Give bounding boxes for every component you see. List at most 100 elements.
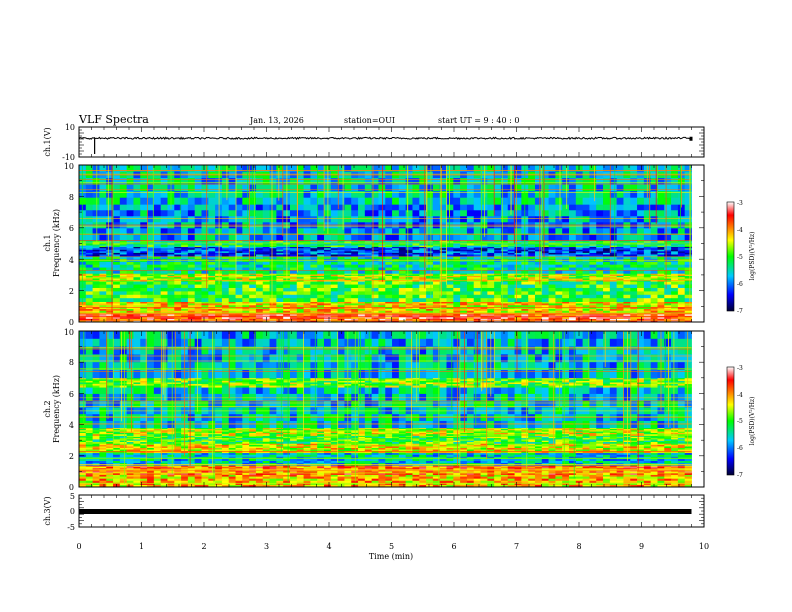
ch1-spectrogram-cell	[147, 241, 155, 243]
ch1-spectrogram-cell	[603, 314, 611, 317]
ch1-spectrogram-cell	[671, 252, 679, 255]
ch1-spectrogram-cell	[569, 277, 577, 279]
ch1-spectrogram-cell	[575, 270, 584, 274]
ch1-spectrogram-cell	[473, 308, 481, 312]
ch1-spectrogram-cell	[460, 241, 468, 243]
ch1-spectrogram-cell	[317, 234, 325, 241]
ch1-spectrogram-cell	[575, 303, 584, 306]
ch1-spectrogram-cell	[344, 204, 352, 211]
ch1-spectrogram-cell	[555, 191, 563, 199]
ch1-spectrogram-cell	[528, 254, 536, 257]
ch1-spectrogram-cell	[630, 241, 638, 243]
ch1-spectrogram-cell	[358, 254, 366, 257]
ch1-spectrogram-cell	[460, 210, 468, 217]
ch1-spectrogram-cell	[405, 298, 413, 302]
ch1-spectrogram-cell	[228, 273, 236, 276]
ch1-spectrogram-cell	[337, 275, 345, 278]
ch1-spectrogram-cell	[310, 318, 318, 321]
ch1-spectrogram-cell	[242, 294, 250, 299]
ch1-spectrogram-cell	[528, 273, 536, 276]
ch1-spectrogram-cell	[507, 216, 515, 223]
ch1-spectrogram-cell	[289, 310, 298, 313]
ch1-spectrogram-cell	[133, 270, 141, 274]
ch1-spectrogram-cell	[596, 277, 604, 279]
ch1-spectrogram-cell	[160, 264, 168, 268]
ch1-spectrogram-cell	[160, 165, 168, 172]
ch1-spectrogram-cell	[85, 243, 94, 245]
ch1-spectrogram-cell	[242, 240, 250, 242]
ch1-spectrogram-cell	[466, 251, 475, 254]
ch1-spectrogram-cell	[453, 287, 461, 292]
ch1-spectrogram-cell	[569, 234, 577, 241]
ch1-spectrogram-cell	[426, 165, 434, 172]
ch1-spectrogram-cell	[657, 251, 665, 254]
ch1-spectrogram-cell	[630, 317, 638, 320]
ch1-spectrogram-cell	[242, 228, 250, 235]
ch1-spectrogram-cell	[603, 249, 611, 252]
ch1-spectrogram-cell	[99, 241, 107, 243]
ch1-spectrogram-cell	[419, 216, 427, 223]
ch1-spectrogram-cell	[616, 191, 624, 199]
ch1-spectrogram-cell	[364, 281, 373, 285]
ch1-spectrogram-cell	[541, 165, 549, 172]
ch1-spectrogram-cell	[521, 287, 529, 292]
ch1-spectrogram-cell	[623, 308, 631, 312]
ch1-spectrogram-cell	[337, 298, 345, 302]
ch1-spectrogram-cell	[514, 274, 522, 277]
ch1-spectrogram-cell	[487, 191, 495, 199]
ch1-spectrogram-cell	[324, 317, 332, 320]
ch1-spectrogram-cell	[235, 222, 243, 229]
ch1-spectrogram-cell	[528, 256, 536, 260]
ch1-spectrogram-cell	[344, 178, 352, 186]
ch1-spectrogram-cell	[317, 278, 325, 281]
ch1-spectrogram-cell	[392, 184, 400, 192]
ch1-spectrogram-cell	[575, 191, 584, 199]
ch1-spectrogram-cell	[167, 305, 175, 308]
ch1-spectrogram-cell	[603, 301, 611, 304]
ch1-spectrogram-cell	[228, 241, 236, 243]
ch1-spectrogram-cell	[419, 197, 427, 205]
ch1-spectrogram-cell	[446, 234, 454, 241]
ch1-spectrogram-cell	[133, 308, 141, 312]
ch1-spectrogram-cell	[187, 267, 196, 271]
ch1-spectrogram-cell	[603, 241, 611, 243]
ch1-spectrogram-cell	[500, 294, 509, 299]
ch1-spectrogram-cell	[596, 244, 604, 246]
ch1-spectrogram-cell	[221, 245, 230, 248]
ch1-spectrogram-cell	[324, 267, 332, 271]
ch1-spectrogram-cell	[528, 294, 536, 299]
ch1-spectrogram-cell	[426, 228, 434, 235]
ch1-spectrogram-cell	[160, 251, 168, 254]
ch1-spectrogram-cell	[106, 305, 114, 308]
ch1-spectrogram-cell	[215, 303, 223, 306]
ch1-spectrogram-cell	[221, 301, 230, 304]
ch1-spectrogram-cell	[398, 256, 407, 260]
ch1-spectrogram-cell	[337, 261, 345, 266]
ch1-spectrogram-cell	[303, 197, 311, 205]
ch1-spectrogram-cell	[453, 254, 461, 257]
ch1-spectrogram-cell	[569, 240, 577, 242]
ch1-spectrogram-cell	[453, 178, 461, 186]
ch1-spectrogram-cell	[113, 275, 121, 278]
ch1-spectrogram-cell	[310, 301, 318, 304]
ch1-spectrogram-cell	[684, 234, 692, 241]
ch1-spectrogram-cell	[371, 264, 379, 268]
ch1-spectrogram-cell	[548, 197, 556, 205]
ch1-spectrogram-cell	[650, 228, 658, 235]
ch1-spectrogram-cell	[106, 284, 114, 289]
ch1-spectrogram-cell	[221, 314, 230, 317]
ch1-spectrogram-cell	[514, 210, 522, 217]
ch1-spectrogram-cell	[221, 234, 230, 241]
ch1-spectrogram-cell	[473, 287, 481, 292]
ch1-spectrogram-cell	[364, 244, 373, 246]
ch1-spectrogram-cell	[262, 278, 270, 281]
ch1-spectrogram-cell	[140, 275, 148, 278]
ch1-spectrogram-cell	[398, 197, 407, 205]
ch1-spectrogram-cell	[569, 204, 577, 211]
ch1-spectrogram-cell	[255, 210, 264, 217]
ch1-spectrogram-cell	[460, 308, 468, 312]
ch1-spectrogram-cell	[255, 197, 264, 205]
ch1-spectrogram-cell	[392, 241, 400, 243]
ch1-spectrogram-cell	[575, 241, 584, 243]
ch1-spectrogram-cell	[324, 298, 332, 302]
